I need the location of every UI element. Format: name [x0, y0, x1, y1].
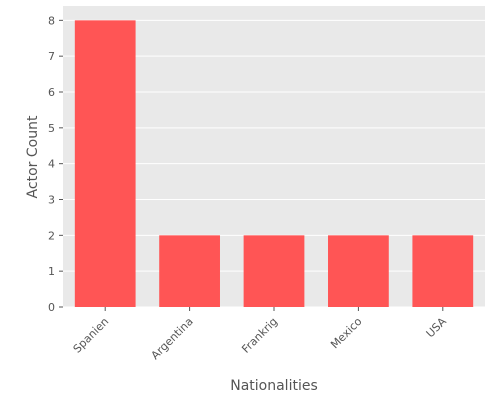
x-tick-label: Frankrig — [239, 315, 280, 356]
y-tick-label: 6 — [48, 86, 55, 99]
y-tick-label: 8 — [48, 14, 55, 27]
y-tick-label: 3 — [48, 194, 55, 207]
bar-argentina — [159, 235, 220, 307]
y-tick-label: 4 — [48, 158, 55, 171]
y-tick-label: 2 — [48, 229, 55, 242]
x-tick-label: Mexico — [328, 315, 365, 352]
y-tick-label: 7 — [48, 50, 55, 63]
x-axis-ticks: Spanien Argentina Frankrig Mexico USA — [71, 307, 450, 362]
y-axis-ticks: 0 1 2 3 4 5 6 7 8 — [48, 14, 63, 314]
x-tick-label: Spanien — [71, 315, 112, 356]
x-tick-label: USA — [424, 315, 450, 341]
x-axis-label: Nationalities — [230, 378, 318, 394]
bar-frankrig — [243, 235, 305, 307]
y-tick-label: 5 — [48, 122, 55, 135]
bar-usa — [412, 235, 474, 307]
y-tick-label: 0 — [48, 301, 55, 314]
y-axis-label: Actor Count — [25, 115, 41, 198]
x-tick-label: Argentina — [149, 315, 196, 362]
bar-mexico — [328, 235, 389, 307]
y-tick-label: 1 — [48, 265, 55, 278]
bars — [74, 20, 474, 307]
bar-spanien — [74, 20, 136, 307]
